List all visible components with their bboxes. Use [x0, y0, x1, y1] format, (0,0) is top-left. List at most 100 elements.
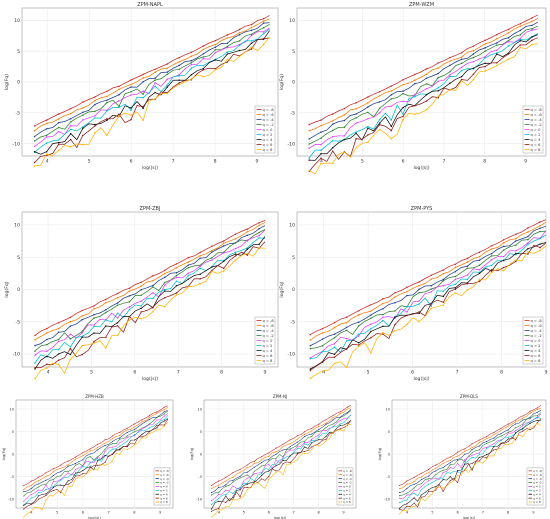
series-point — [507, 423, 509, 425]
series-point — [425, 94, 428, 96]
series-point — [246, 239, 249, 241]
series-point — [428, 483, 430, 485]
series-point — [529, 416, 531, 418]
series-point — [232, 496, 234, 498]
series-point — [74, 462, 77, 464]
series-point — [420, 489, 422, 491]
series-point — [258, 227, 260, 230]
series-point — [406, 290, 408, 293]
series-point — [529, 427, 531, 429]
series-point — [507, 45, 510, 47]
series-point — [457, 462, 459, 464]
series-point — [156, 429, 158, 431]
series-point — [507, 440, 509, 442]
series-point — [128, 315, 131, 318]
x-tick-label: 7 — [293, 511, 295, 515]
series-point — [318, 434, 320, 436]
x-tick-label: 9 — [256, 159, 259, 165]
series-point — [81, 309, 83, 312]
series-point — [190, 59, 193, 62]
series-point — [218, 486, 220, 488]
series-point — [425, 83, 428, 85]
series-point — [140, 288, 142, 291]
y-tick-label: 10 — [197, 407, 202, 411]
series-point — [346, 417, 348, 419]
series-point — [370, 337, 372, 339]
series-point — [478, 264, 481, 267]
series-point — [82, 134, 84, 137]
series-point — [94, 125, 96, 127]
series-point — [261, 462, 263, 464]
series-point — [33, 135, 36, 138]
series-point — [332, 423, 334, 425]
series-point — [175, 263, 178, 265]
series-point — [507, 58, 510, 60]
series-point — [303, 436, 306, 438]
series-point — [345, 316, 348, 319]
series-point — [239, 468, 241, 471]
series-point — [519, 39, 522, 42]
series-point — [126, 436, 128, 438]
series-point — [52, 479, 54, 481]
series-point — [23, 485, 25, 487]
series-point — [118, 94, 120, 96]
series-point — [486, 446, 488, 448]
series-point — [460, 51, 463, 54]
series-point — [442, 279, 445, 282]
series-point — [202, 64, 205, 67]
series-point — [268, 460, 270, 462]
series-point — [466, 265, 469, 267]
series-point — [460, 56, 463, 58]
series-point — [214, 51, 217, 54]
series-point — [531, 17, 533, 19]
series-point — [156, 411, 158, 413]
series-point — [522, 419, 524, 421]
series-point — [325, 423, 327, 425]
series-point — [142, 96, 144, 99]
series-point — [331, 129, 334, 132]
series-point — [57, 348, 60, 351]
series-point — [82, 127, 84, 130]
series-point — [258, 222, 260, 224]
series-point — [382, 325, 384, 328]
series-point — [486, 447, 488, 449]
series-point — [428, 496, 430, 498]
series-point — [442, 469, 444, 471]
series-point — [82, 114, 84, 116]
series-point — [67, 476, 69, 478]
series-point — [318, 423, 320, 425]
series-point — [105, 301, 107, 304]
series-point — [106, 101, 108, 104]
series-point — [355, 117, 357, 119]
series-line-7 — [34, 30, 270, 155]
series-point — [339, 429, 341, 431]
series-point — [60, 475, 62, 477]
series-point — [333, 353, 336, 355]
series-point — [493, 449, 495, 451]
legend-label: q = -6 — [160, 473, 169, 477]
series-point — [333, 333, 336, 335]
series-point — [406, 494, 408, 496]
series-point — [457, 455, 459, 457]
series-point — [97, 449, 99, 451]
chart-title: ZPM-WZM — [409, 2, 434, 8]
series-point — [471, 456, 473, 458]
series-point — [460, 80, 463, 82]
series-point — [52, 485, 54, 487]
series-line-5 — [310, 230, 547, 359]
series-point — [515, 427, 517, 429]
series-line-9 — [34, 247, 266, 379]
series-line-7 — [34, 236, 266, 370]
series-point — [52, 471, 54, 473]
series-line-7 — [310, 242, 547, 370]
series-point — [37, 476, 40, 478]
series-point — [23, 508, 25, 510]
series-point — [141, 429, 143, 431]
series-point — [46, 327, 48, 330]
series-point — [246, 231, 249, 233]
series-point — [104, 464, 106, 466]
series-point — [89, 462, 91, 464]
series-point — [502, 255, 505, 258]
series-point — [225, 501, 227, 503]
series-point — [430, 307, 432, 310]
